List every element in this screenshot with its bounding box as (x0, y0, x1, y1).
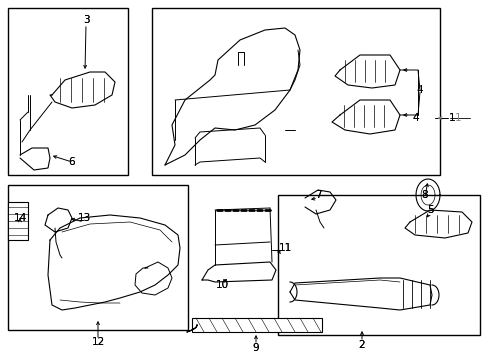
Text: 13: 13 (77, 213, 90, 223)
Text: 4: 4 (412, 113, 418, 123)
Text: 9: 9 (252, 343, 259, 353)
Text: 1: 1 (454, 113, 461, 123)
Text: 11: 11 (278, 243, 291, 253)
Text: 14: 14 (13, 213, 26, 223)
Text: 5: 5 (426, 205, 432, 215)
Bar (192, 318, 321, 332)
Text: 12: 12 (91, 337, 104, 347)
Text: 8: 8 (421, 190, 427, 200)
Text: 14: 14 (13, 213, 26, 223)
Text: 5: 5 (426, 205, 432, 215)
Bar (278, 195, 479, 335)
Bar (152, 8, 439, 175)
Text: 3: 3 (82, 15, 89, 25)
Bar (8, 185, 187, 330)
Text: 3: 3 (82, 15, 89, 25)
Text: 9: 9 (252, 343, 259, 353)
Text: 7: 7 (314, 190, 321, 200)
Text: 4: 4 (416, 85, 423, 95)
Text: 11: 11 (278, 243, 291, 253)
Bar (8, 202, 28, 240)
Text: 4: 4 (412, 113, 418, 123)
Text: 7: 7 (314, 190, 321, 200)
Bar (8, 8, 128, 175)
Text: 13: 13 (77, 213, 90, 223)
Text: 2: 2 (358, 340, 365, 350)
Text: 1: 1 (448, 113, 454, 123)
Text: 6: 6 (68, 157, 75, 167)
Text: 6: 6 (68, 157, 75, 167)
Text: 12: 12 (91, 337, 104, 347)
Text: 2: 2 (358, 340, 365, 350)
Text: 10: 10 (215, 280, 228, 290)
Text: 1: 1 (448, 113, 454, 123)
Text: 10: 10 (215, 280, 228, 290)
Text: 8: 8 (421, 190, 427, 200)
